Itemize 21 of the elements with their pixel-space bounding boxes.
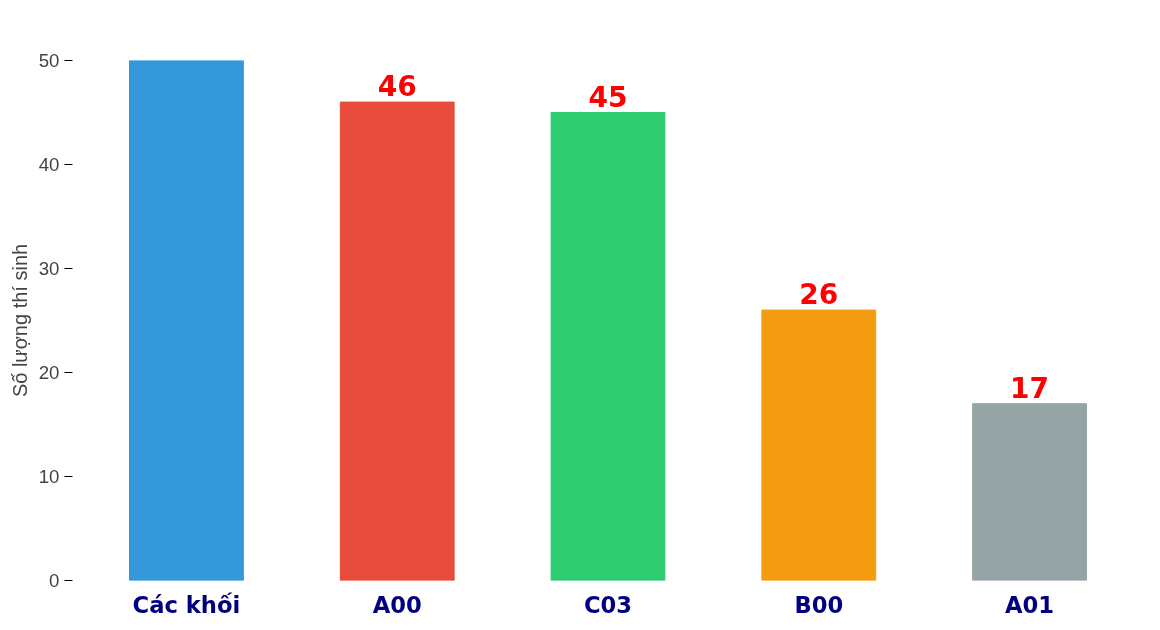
data-label: 26: [799, 278, 839, 312]
x-tick-label: Các khối: [132, 591, 241, 618]
y-tick-label: 20: [38, 362, 60, 383]
bar: [761, 309, 877, 581]
y-tick-label: 30: [38, 258, 60, 279]
x-tick-label: A01: [1005, 591, 1055, 618]
y-tick-label: 50: [38, 50, 60, 71]
data-label: 46: [377, 70, 417, 104]
x-tick-label: A00: [372, 591, 422, 618]
data-label: 45: [588, 80, 628, 114]
y-tick-label: 10: [38, 466, 60, 487]
bar: [129, 60, 244, 581]
y-tick-label: 0: [49, 570, 60, 591]
x-tick-label: B00: [794, 591, 844, 618]
data-label: 17: [1010, 371, 1050, 405]
y-tick-label: 40: [38, 154, 60, 175]
x-tick-label: C03: [583, 591, 633, 618]
bar: [550, 112, 666, 581]
bar: [972, 403, 1087, 581]
bar: [339, 101, 455, 581]
y-axis-title: Số lượng thí sinh: [8, 243, 31, 398]
